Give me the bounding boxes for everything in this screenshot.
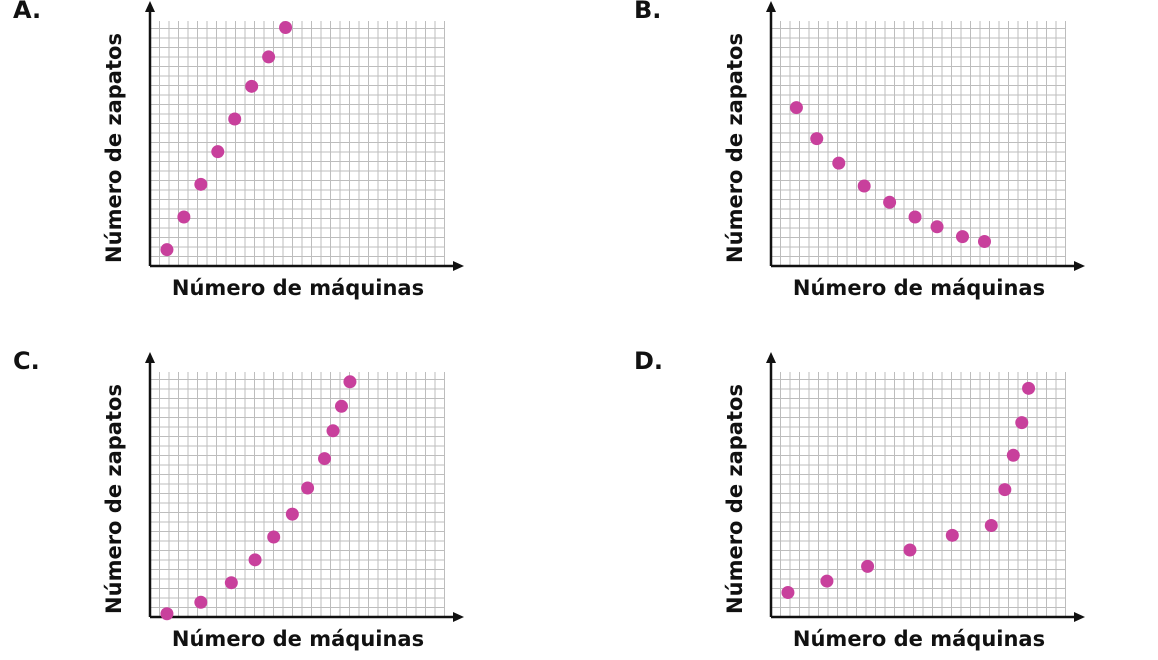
data-point <box>248 553 262 567</box>
data-point <box>810 132 824 146</box>
data-points <box>781 381 1036 599</box>
y-axis-arrow-icon <box>145 1 155 12</box>
data-point <box>318 452 332 466</box>
data-point <box>224 576 238 590</box>
x-axis-arrow-icon <box>453 612 464 622</box>
data-point <box>177 210 191 224</box>
data-point <box>160 607 174 621</box>
data-point <box>279 21 293 35</box>
data-point <box>820 574 834 588</box>
chart-panel-d: D. Número de máquinas Número de zapatos <box>634 347 1085 651</box>
data-point <box>1006 448 1020 462</box>
y-axis-title: Número de zapatos <box>723 384 747 614</box>
grid <box>771 21 1066 266</box>
data-point <box>267 530 281 544</box>
data-point <box>789 101 803 115</box>
data-point <box>978 235 991 248</box>
chart-panel-a: A. Número de máquinas Número de zapatos <box>13 0 464 300</box>
grid <box>150 372 445 617</box>
data-point <box>930 220 944 234</box>
data-point <box>903 543 917 557</box>
data-point <box>1015 416 1029 430</box>
y-axis-title: Número de zapatos <box>723 33 747 263</box>
chart-panel-b: B. Número de máquinas Número de zapatos <box>634 0 1085 300</box>
data-point <box>832 156 846 170</box>
x-axis-title: Número de máquinas <box>172 627 424 651</box>
grid <box>771 372 1066 617</box>
data-point <box>245 79 259 93</box>
x-axis-arrow-icon <box>1074 612 1085 622</box>
data-points <box>160 21 293 257</box>
y-axis-arrow-icon <box>766 1 776 12</box>
data-point <box>262 50 276 64</box>
data-point <box>326 424 340 438</box>
data-point <box>194 595 208 609</box>
data-point <box>194 177 208 191</box>
data-point <box>883 195 897 209</box>
data-point <box>857 179 871 193</box>
data-point <box>160 243 174 257</box>
data-point <box>781 586 795 599</box>
data-points <box>160 375 357 621</box>
y-axis-arrow-icon <box>766 352 776 363</box>
data-point <box>228 112 242 126</box>
data-point <box>285 507 299 521</box>
data-point <box>998 483 1012 497</box>
y-axis-title: Número de zapatos <box>102 384 126 614</box>
data-point <box>984 519 998 533</box>
x-axis-title: Número de máquinas <box>172 276 424 300</box>
data-point <box>908 210 922 224</box>
x-axis-arrow-icon <box>453 261 464 271</box>
x-axis-title: Número de máquinas <box>793 627 1045 651</box>
data-point <box>211 145 225 159</box>
chart-panel-c: C. Número de máquinas Número de zapatos <box>13 347 464 651</box>
panel-label: B. <box>634 0 661 24</box>
data-point <box>1022 381 1036 395</box>
panel-label: D. <box>634 347 663 375</box>
data-points <box>789 101 991 248</box>
data-point <box>955 230 969 244</box>
data-point <box>334 399 348 413</box>
y-axis-arrow-icon <box>145 352 155 363</box>
grid <box>150 21 445 266</box>
data-point <box>861 559 875 573</box>
panels: A. Número de máquinas Número de zapatos B. N… <box>13 0 1085 651</box>
x-axis-title: Número de máquinas <box>793 276 1045 300</box>
data-point <box>343 375 357 389</box>
panel-label: C. <box>13 347 40 375</box>
x-axis-arrow-icon <box>1074 261 1085 271</box>
panel-label: A. <box>13 0 41 24</box>
y-axis-title: Número de zapatos <box>102 33 126 263</box>
data-point <box>301 481 315 495</box>
data-point <box>945 528 959 542</box>
